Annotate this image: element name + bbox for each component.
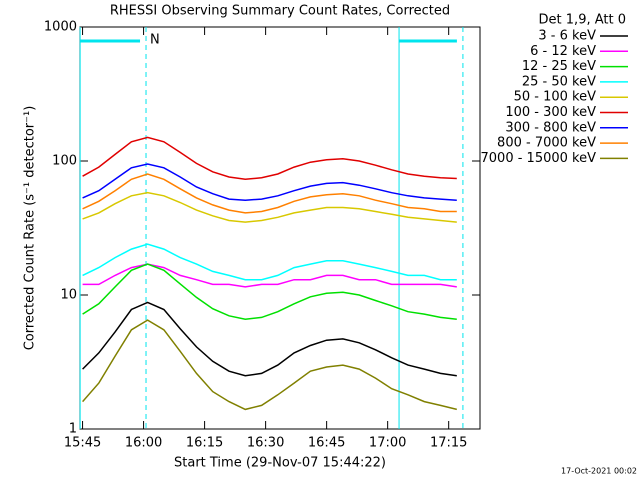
- x-tick-label: 16:45: [308, 436, 345, 451]
- legend-label: 7000 - 15000 keV: [481, 151, 597, 166]
- legend-label: 6 - 12 keV: [530, 44, 596, 59]
- legend-title: Det 1,9, Att 0: [539, 13, 626, 28]
- x-axis-label: Start Time (29-Nov-07 15:44:22): [174, 456, 386, 471]
- legend-label: 25 - 50 keV: [522, 74, 596, 89]
- legend-label: 3 - 6 keV: [538, 29, 596, 44]
- chart-title: RHESSI Observing Summary Count Rates, Co…: [110, 4, 450, 19]
- legend-label: 800 - 7000 keV: [497, 136, 596, 151]
- x-tick-label: 16:15: [186, 436, 223, 451]
- x-tick-label: 17:15: [430, 436, 467, 451]
- x-tick-label: 15:45: [64, 436, 101, 451]
- legend-label: 300 - 800 keV: [505, 120, 596, 135]
- series-line: [82, 136, 457, 181]
- series-line: [82, 319, 457, 411]
- x-tick-label: 17:00: [369, 436, 406, 451]
- series-line: [82, 191, 457, 223]
- series-line: [82, 163, 457, 201]
- legend-label: 12 - 25 keV: [522, 59, 596, 74]
- y-tick-label: 1000: [44, 20, 77, 35]
- y-tick-label: 10: [60, 288, 77, 303]
- series-line: [82, 243, 457, 281]
- legend-label: 100 - 300 keV: [505, 105, 596, 120]
- x-tick-label: 16:30: [247, 436, 284, 451]
- y-tick-label: 1: [69, 422, 77, 437]
- series-line: [82, 173, 457, 214]
- y-tick-label: 100: [52, 154, 77, 169]
- timestamp: 17-Oct-2021 00:02: [561, 467, 637, 476]
- series-line: [82, 263, 457, 320]
- legend-label: 50 - 100 keV: [514, 90, 597, 105]
- series-line: [82, 301, 457, 377]
- x-tick-label: 16:00: [125, 436, 162, 451]
- y-axis-label: Corrected Count Rate (s⁻¹ detector⁻¹): [23, 106, 38, 351]
- flag-label: N: [150, 33, 160, 48]
